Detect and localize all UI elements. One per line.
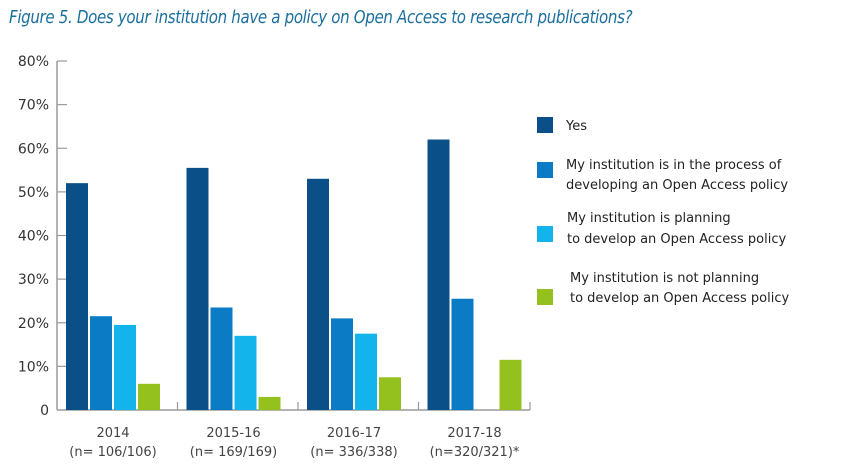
y-tick-label: 80% (18, 54, 49, 70)
legend: Yes My institution is in the process of de… (537, 117, 789, 306)
bar-2014-series-1 (90, 316, 112, 410)
x-axis-labels: 2014 (n= 106/106) 2015-16 (n= 169/169) 2016-… (69, 426, 520, 460)
legend-label: My institution is not planning (570, 271, 759, 286)
y-tick-label: 40% (18, 229, 49, 245)
legend-label: developing an Open Access policy (566, 178, 788, 193)
bar-2015-16-series-3 (258, 396, 281, 410)
bar-2015-16-series-0 (186, 167, 209, 410)
bar-2017-18-series-0 (427, 139, 450, 410)
legend-swatch (537, 162, 553, 178)
bar-2014-series-0 (66, 183, 88, 410)
axes: 0 10% 20% 30% 40% 50% 60% 70% 80% (18, 54, 531, 419)
bar-2016-17-series-2 (355, 333, 377, 410)
y-tick-label: 50% (18, 185, 49, 201)
x-category-label: 2014 (96, 426, 129, 441)
x-category-label: 2016-17 (327, 426, 381, 441)
bar-2017-18-series-1 (451, 298, 474, 410)
legend-swatch (537, 117, 553, 133)
y-tick-label: 70% (18, 98, 49, 114)
bar-2014-series-3 (138, 383, 160, 410)
bar-2017-18-series-3 (499, 359, 522, 410)
legend-label: My institution is planning (567, 211, 731, 226)
legend-label: Yes (565, 119, 587, 134)
legend-label: to develop an Open Access policy (570, 291, 789, 306)
bars (66, 139, 522, 410)
legend-label: to develop an Open Access policy (567, 232, 786, 247)
legend-label: My institution is in the process of (566, 158, 782, 173)
bar-2016-17-series-0 (307, 178, 329, 410)
x-category-sublabel: (n=320/321)* (430, 445, 520, 460)
x-category-sublabel: (n= 336/338) (310, 445, 397, 460)
y-tick-label: 20% (18, 316, 49, 332)
legend-swatch (537, 226, 553, 242)
legend-swatch (537, 289, 553, 305)
bar-2015-16-series-2 (234, 335, 257, 410)
y-tick-label: 30% (18, 272, 49, 288)
x-category-sublabel: (n= 169/169) (190, 445, 277, 460)
x-category-label: 2015-16 (206, 426, 260, 441)
y-tick-label: 0 (40, 403, 49, 419)
x-category-sublabel: (n= 106/106) (69, 445, 156, 460)
bar-2016-17-series-3 (379, 377, 401, 410)
bar-2016-17-series-1 (331, 318, 353, 410)
bar-2014-series-2 (114, 324, 136, 410)
chart-title: Figure 5. Does your institution have a p… (9, 8, 633, 28)
y-tick-label: 10% (18, 359, 49, 375)
y-tick-label: 60% (18, 141, 49, 157)
bar-2015-16-series-1 (210, 307, 233, 410)
x-category-label: 2017-18 (447, 426, 501, 441)
